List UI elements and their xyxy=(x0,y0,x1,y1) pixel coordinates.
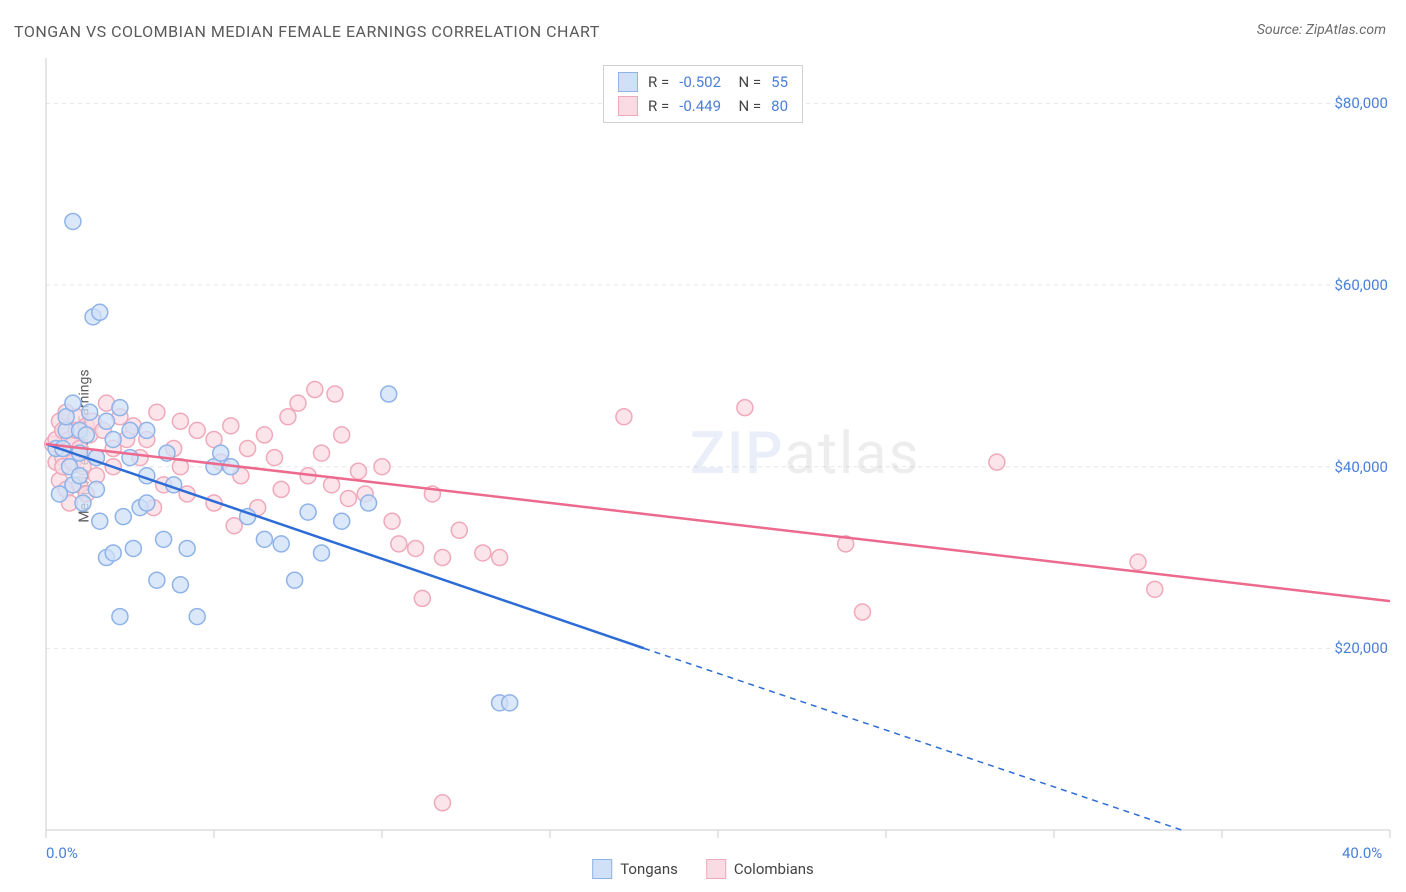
data-point xyxy=(172,577,188,593)
trend-line-extrapolated xyxy=(644,648,1182,830)
data-point xyxy=(65,213,81,229)
legend-n-label: N = xyxy=(731,97,761,115)
data-point xyxy=(616,409,632,425)
legend-swatch xyxy=(592,859,612,879)
data-point xyxy=(149,572,165,588)
data-point xyxy=(381,386,397,402)
y-tick-label: $40,000 xyxy=(1334,458,1388,476)
data-point xyxy=(78,427,94,443)
plot-svg xyxy=(0,0,1406,892)
data-point xyxy=(314,545,330,561)
data-point xyxy=(98,413,114,429)
data-point xyxy=(149,404,165,420)
data-point xyxy=(287,572,303,588)
data-point xyxy=(189,609,205,625)
data-point xyxy=(240,441,256,457)
data-point xyxy=(112,609,128,625)
legend-n-label: N = xyxy=(731,73,761,91)
data-point xyxy=(384,513,400,529)
data-point xyxy=(88,481,104,497)
data-point xyxy=(408,540,424,556)
data-point xyxy=(340,490,356,506)
data-point xyxy=(72,468,88,484)
y-tick-label: $20,000 xyxy=(1334,639,1388,657)
data-point xyxy=(115,509,131,525)
data-point xyxy=(65,395,81,411)
legend-swatch xyxy=(706,859,726,879)
data-point xyxy=(361,495,377,511)
data-point xyxy=(179,540,195,556)
data-point xyxy=(374,459,390,475)
data-point xyxy=(125,540,141,556)
data-point xyxy=(314,445,330,461)
data-point xyxy=(122,422,138,438)
legend-label: Tongans xyxy=(620,860,678,878)
legend-row: R = -0.449 N = 80 xyxy=(618,96,788,116)
data-point xyxy=(266,450,282,466)
legend-r-value: -0.449 xyxy=(679,97,721,115)
data-point xyxy=(1147,581,1163,597)
data-point xyxy=(82,404,98,420)
data-point xyxy=(327,386,343,402)
data-point xyxy=(492,550,508,566)
data-point xyxy=(256,531,272,547)
data-point xyxy=(451,522,467,538)
data-point xyxy=(92,304,108,320)
data-point xyxy=(307,382,323,398)
data-point xyxy=(434,550,450,566)
x-tick-label: 0.0% xyxy=(46,844,78,862)
series-legend: Tongans Colombians xyxy=(592,859,814,879)
legend-r-label: R = xyxy=(648,73,669,91)
legend-row: R = -0.502 N = 55 xyxy=(618,72,788,92)
data-point xyxy=(189,422,205,438)
correlation-legend: R = -0.502 N = 55R = -0.449 N = 80 xyxy=(603,65,803,123)
legend-n-value: 55 xyxy=(771,73,788,91)
data-point xyxy=(350,463,366,479)
data-point xyxy=(223,418,239,434)
data-point xyxy=(139,422,155,438)
data-point xyxy=(334,513,350,529)
data-point xyxy=(502,695,518,711)
legend-n-value: 80 xyxy=(771,97,788,115)
data-point xyxy=(280,409,296,425)
data-point xyxy=(1130,554,1146,570)
data-point xyxy=(105,545,121,561)
data-point xyxy=(334,427,350,443)
legend-label: Colombians xyxy=(734,860,814,878)
legend-item: Colombians xyxy=(706,859,814,879)
y-tick-label: $80,000 xyxy=(1334,94,1388,112)
data-point xyxy=(139,495,155,511)
data-point xyxy=(391,536,407,552)
data-point xyxy=(273,536,289,552)
chart-container: TONGAN VS COLOMBIAN MEDIAN FEMALE EARNIN… xyxy=(0,0,1406,892)
data-point xyxy=(256,427,272,443)
x-tick-label: 40.0% xyxy=(1342,844,1382,862)
legend-item: Tongans xyxy=(592,859,678,879)
legend-swatch xyxy=(618,96,638,116)
data-point xyxy=(854,604,870,620)
data-point xyxy=(737,400,753,416)
legend-r-label: R = xyxy=(648,97,669,115)
data-point xyxy=(172,413,188,429)
data-point xyxy=(112,400,128,416)
data-point xyxy=(414,590,430,606)
legend-r-value: -0.502 xyxy=(679,73,721,91)
data-point xyxy=(989,454,1005,470)
data-point xyxy=(75,495,91,511)
data-point xyxy=(290,395,306,411)
data-point xyxy=(156,531,172,547)
data-point xyxy=(92,513,108,529)
data-point xyxy=(105,431,121,447)
legend-swatch xyxy=(618,72,638,92)
data-point xyxy=(300,504,316,520)
data-point xyxy=(273,481,289,497)
data-point xyxy=(434,795,450,811)
data-point xyxy=(213,445,229,461)
data-point xyxy=(475,545,491,561)
y-tick-label: $60,000 xyxy=(1334,276,1388,294)
